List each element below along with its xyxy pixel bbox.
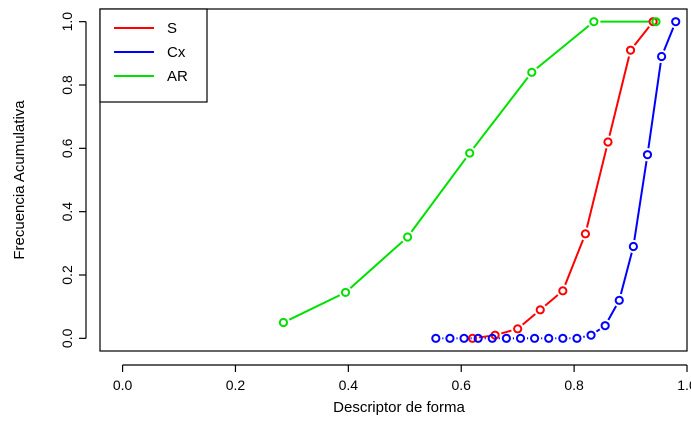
series-1-point xyxy=(558,333,568,343)
x-tick-label: 0.8 xyxy=(564,377,584,393)
series-2-line-segment xyxy=(349,240,404,289)
series-0-line-segment xyxy=(585,148,608,228)
series-1-line-segment xyxy=(663,27,675,51)
series-1-point xyxy=(459,333,469,343)
legend-label-2: AR xyxy=(167,68,188,85)
series-1-point xyxy=(431,333,441,343)
series-1-point xyxy=(671,17,681,27)
x-tick-label: 0.6 xyxy=(451,377,471,393)
series-0-point xyxy=(603,137,613,147)
series-0-line-segment xyxy=(478,335,489,339)
y-tick-label: 1.0 xyxy=(59,12,75,32)
series-2-point xyxy=(403,232,413,242)
series-1-line-segment xyxy=(633,160,648,241)
series-2-line-segment xyxy=(472,76,529,149)
series-2-point xyxy=(527,67,537,77)
axes-group: 0.0 0.2 0.4 0.6 0.8 1.0 0.0 0.2 0.4 0.6 0.8 1.0 xyxy=(59,8,691,393)
y-axis-title: Frecuencia Acumulativa xyxy=(11,100,28,260)
series-0-point xyxy=(513,324,523,334)
series-1-line-segment xyxy=(595,328,601,333)
series-0-point xyxy=(467,333,478,343)
plot-frame xyxy=(99,8,688,352)
series-0-line-segment xyxy=(633,26,650,46)
y-tick-label: 0.0 xyxy=(59,328,75,348)
y-tick-label: 0.4 xyxy=(59,202,75,222)
series-1-point xyxy=(515,333,526,343)
series-0-point xyxy=(625,45,636,55)
series-1-point xyxy=(572,333,582,343)
series-1-point xyxy=(501,333,511,343)
legend-label-1: Cx xyxy=(167,44,186,61)
series-2-line-segment xyxy=(288,294,341,321)
series-1-point xyxy=(445,333,455,343)
series-1-line-segment xyxy=(607,305,617,321)
series-0-point xyxy=(535,305,545,315)
y-tick-label: 0.8 xyxy=(59,75,75,95)
y-tick-label: 0.6 xyxy=(59,138,75,158)
series-2-point xyxy=(651,17,661,27)
legend-label-0: S xyxy=(167,20,177,37)
y-tick-label: 0.2 xyxy=(59,265,75,285)
series-2-line-segment xyxy=(536,25,590,69)
series-1-point xyxy=(614,295,624,305)
series-0-point xyxy=(580,229,591,239)
series-1-point xyxy=(642,150,653,160)
x-axis-title: Descriptor de forma xyxy=(333,399,465,416)
plot-points-group xyxy=(278,17,681,343)
series-1-line-segment xyxy=(619,252,633,295)
series-0-point xyxy=(558,286,568,296)
series-1-point xyxy=(586,330,596,340)
series-1-line-segment xyxy=(647,62,662,149)
series-2-point xyxy=(340,287,351,298)
x-tick-label: 0.2 xyxy=(226,377,246,393)
series-0-line-segment xyxy=(501,329,512,335)
series-1-point xyxy=(544,333,554,343)
series-1-point xyxy=(530,333,540,343)
legend: S Cx AR xyxy=(99,8,208,103)
series-2-point xyxy=(278,317,289,328)
series-1-point xyxy=(600,321,610,331)
legend-box xyxy=(99,8,208,103)
series-1-point xyxy=(473,333,483,343)
series-2-line-segment xyxy=(410,157,467,233)
plot-lines-group xyxy=(288,20,675,340)
series-0-line-segment xyxy=(544,294,559,307)
series-2-point xyxy=(465,148,475,158)
x-tick-label: 0.4 xyxy=(339,377,359,393)
x-tick-label: 1.0 xyxy=(677,377,691,393)
series-1-point xyxy=(628,241,638,252)
series-1-point xyxy=(487,333,497,343)
series-0-line-segment xyxy=(564,239,584,286)
series-0-line-segment xyxy=(522,313,536,326)
series-0-line-segment xyxy=(608,56,630,136)
x-tick-label: 0.0 xyxy=(113,377,133,393)
series-1-point xyxy=(657,51,667,62)
series-2-point xyxy=(589,17,599,27)
